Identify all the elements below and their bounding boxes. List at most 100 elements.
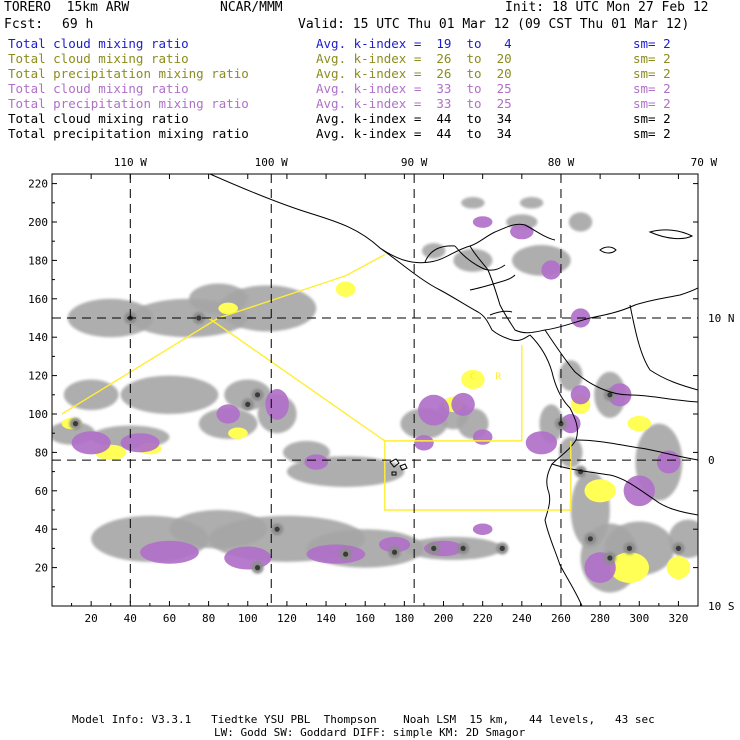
model-info-line2: LW: Godd SW: Goddard DIFF: simple KM: 2D… bbox=[214, 726, 526, 739]
longitude-label: 80 W bbox=[548, 156, 575, 169]
legend-row-sm: sm= 2 bbox=[633, 96, 671, 111]
legend-row-field: Total precipitation mixing ratio bbox=[8, 126, 249, 141]
precip-yellow-region bbox=[218, 302, 238, 315]
x-tick-label: 300 bbox=[629, 612, 649, 625]
legend-row-field: Total cloud mixing ratio bbox=[8, 51, 189, 66]
x-tick-label: 80 bbox=[202, 612, 215, 625]
valid-time: Valid: 15 UTC Thu 01 Mar 12 (09 CST Thu … bbox=[298, 17, 690, 32]
precip-violet-region bbox=[525, 431, 558, 455]
domain-layer bbox=[61, 254, 572, 511]
precip-violet-region bbox=[224, 546, 272, 570]
border-colombia-ecuador bbox=[575, 439, 698, 461]
fcst-label: Fcst: bbox=[4, 17, 44, 32]
cloud-core bbox=[431, 545, 437, 552]
precip-violet-region bbox=[265, 389, 289, 420]
cloud-core bbox=[626, 545, 633, 552]
longitude-labels: 110 W 100 W 90 W 80 W 70 W bbox=[114, 156, 718, 169]
coastline-central-america-caribbean bbox=[469, 245, 698, 334]
y-tick-label: 40 bbox=[35, 523, 48, 536]
init-time: Init: 18 UTC Mon 27 Feb 12 bbox=[505, 0, 709, 15]
y-tick-label: 20 bbox=[35, 562, 48, 575]
precip-violet-region bbox=[472, 523, 493, 535]
x-tick-label: 220 bbox=[473, 612, 493, 625]
legend-row-kindex: Avg. k-index = 19 to 4 bbox=[316, 36, 512, 51]
border-guatemala bbox=[424, 245, 456, 263]
y-tick-label: 100 bbox=[28, 408, 48, 421]
legend-row-kindex: Avg. k-index = 26 to 20 bbox=[316, 51, 512, 66]
x-tick-label: 40 bbox=[124, 612, 137, 625]
cloud-core bbox=[391, 549, 398, 555]
legend-row-sm: sm= 2 bbox=[633, 81, 671, 96]
cloud-core bbox=[460, 545, 466, 552]
legend-row-kindex: Avg. k-index = 26 to 20 bbox=[316, 66, 512, 81]
precip-violet-region bbox=[570, 385, 591, 405]
cloud-core bbox=[254, 565, 261, 571]
x-tick-label: 100 bbox=[238, 612, 258, 625]
latitude-label: 10 N bbox=[708, 312, 735, 325]
field-layer bbox=[52, 197, 698, 593]
precip-yellow-region bbox=[627, 415, 652, 432]
precip-yellow-region bbox=[461, 369, 485, 390]
cloud-core bbox=[72, 421, 79, 427]
model-title: TORERO 15km ARW bbox=[4, 0, 130, 15]
legend-row-field: Total cloud mixing ratio bbox=[8, 36, 189, 51]
y-tick-label: 200 bbox=[28, 216, 48, 229]
gridlines bbox=[52, 174, 698, 606]
x-axis: 20 40 60 80 100 120 140 160 180 200 220 240 260 280 30… bbox=[71, 174, 688, 625]
legend-row-sm: sm= 2 bbox=[633, 126, 671, 141]
border-venezuela bbox=[629, 304, 698, 391]
cloud-core bbox=[558, 421, 564, 427]
legend-row-kindex: Avg. k-index = 44 to 34 bbox=[316, 126, 512, 141]
legend-row-kindex: Avg. k-index = 33 to 25 bbox=[316, 81, 512, 96]
cloud-core bbox=[675, 545, 682, 552]
x-tick-label: 320 bbox=[668, 612, 688, 625]
precip-violet-region bbox=[216, 404, 240, 424]
x-tick-label: 280 bbox=[590, 612, 610, 625]
legend-row-sm: sm= 2 bbox=[633, 66, 671, 81]
precip-violet-region bbox=[607, 383, 632, 407]
legend-row-field: Total precipitation mixing ratio bbox=[8, 66, 249, 81]
precip-violet-region bbox=[541, 260, 561, 280]
legend-row-kindex: Avg. k-index = 44 to 34 bbox=[316, 111, 512, 126]
cloud-region bbox=[512, 245, 571, 276]
precip-violet-region bbox=[120, 433, 160, 453]
y-tick-label: 220 bbox=[28, 178, 48, 191]
cloud-region bbox=[67, 298, 154, 338]
border-honduras bbox=[454, 245, 506, 271]
precip-violet-region bbox=[623, 475, 655, 507]
latitude-label: 10 S bbox=[708, 600, 735, 613]
precip-violet-region bbox=[472, 216, 493, 228]
y-tick-label: 140 bbox=[28, 331, 48, 344]
precip-yellow-region bbox=[666, 556, 691, 580]
border-ecuador-peru bbox=[551, 463, 698, 516]
cloud-core bbox=[607, 392, 613, 398]
coastline-central-america-pacific bbox=[379, 247, 531, 341]
border-panama-colombia bbox=[544, 329, 698, 403]
precip-yellow-region bbox=[609, 552, 650, 583]
y-axis: 20 40 60 80 100 120 140 160 180 200 220 bbox=[28, 178, 698, 588]
legend-row-field: Total precipitation mixing ratio bbox=[8, 96, 249, 111]
legend-row-sm: sm= 2 bbox=[633, 111, 671, 126]
cloud-region bbox=[506, 214, 538, 230]
cloud-core bbox=[254, 392, 261, 398]
precip-violet-region bbox=[418, 394, 450, 426]
legend-row-sm: sm= 2 bbox=[633, 51, 671, 66]
island-galapagos bbox=[389, 458, 408, 476]
cloud-region bbox=[120, 375, 219, 414]
longitude-label: 90 W bbox=[401, 156, 428, 169]
precip-violet-region bbox=[71, 431, 111, 455]
precip-violet-region bbox=[510, 223, 534, 240]
cloud-core bbox=[607, 555, 613, 561]
legend-row-sm: sm= 2 bbox=[633, 36, 671, 51]
legend-row-kindex: Avg. k-index = 33 to 25 bbox=[316, 96, 512, 111]
fcst-value: 69 h bbox=[62, 17, 94, 32]
cloud-region bbox=[559, 360, 583, 391]
y-tick-label: 80 bbox=[35, 446, 48, 459]
domain-boundary bbox=[61, 254, 386, 415]
x-tick-label: 120 bbox=[277, 612, 297, 625]
island-hispaniola bbox=[648, 229, 694, 240]
cloud-core bbox=[587, 536, 593, 542]
precip-yellow-region bbox=[335, 281, 356, 297]
y-tick-label: 120 bbox=[28, 370, 48, 383]
precip-violet-region bbox=[656, 450, 681, 474]
